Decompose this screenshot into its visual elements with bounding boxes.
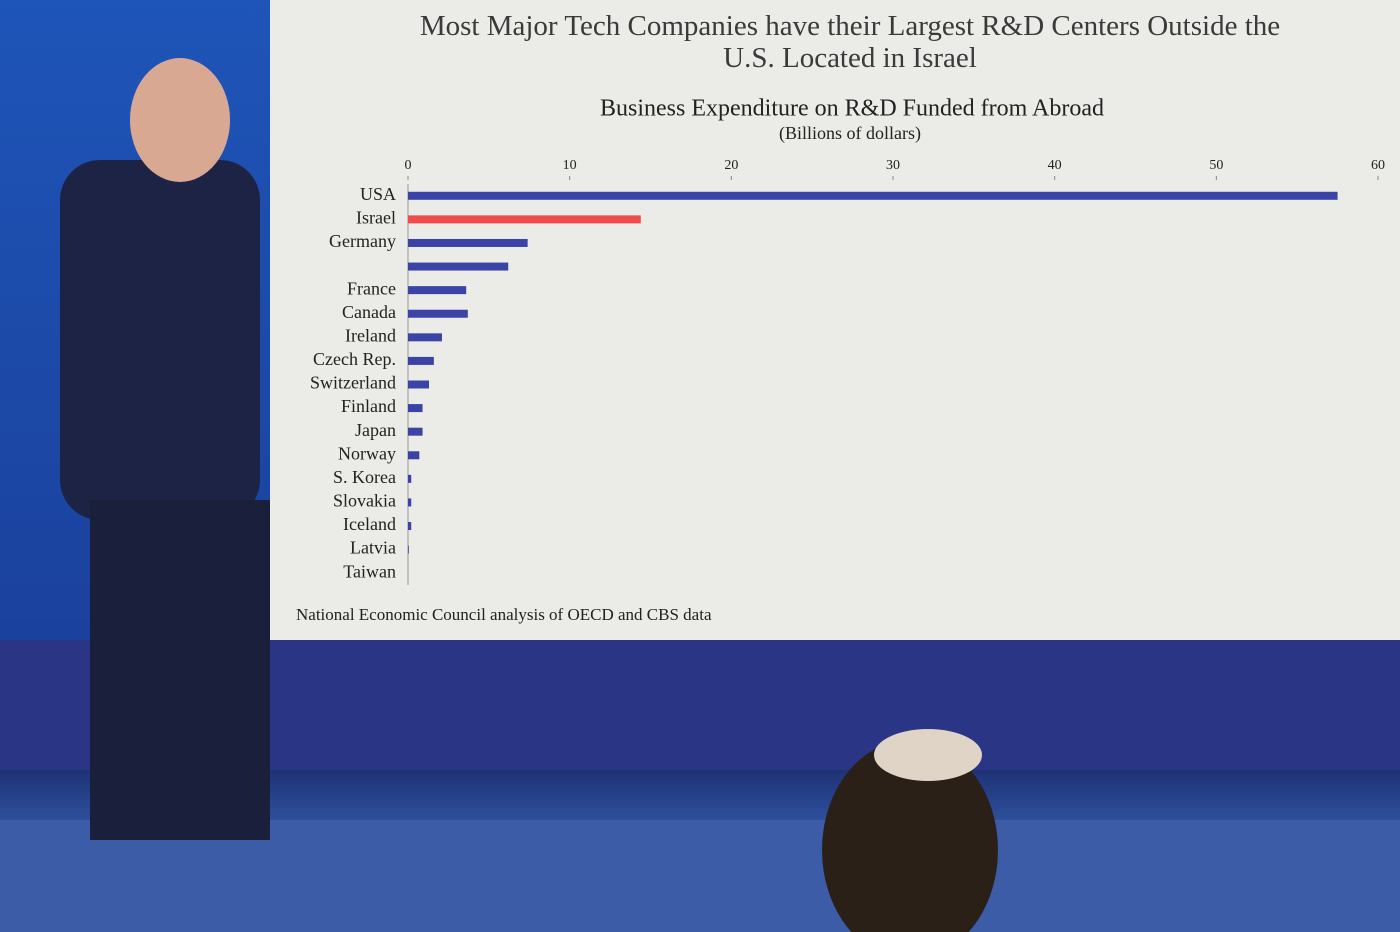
x-tick-label: 10 (563, 158, 577, 173)
screen (270, 0, 1400, 640)
y-tick-label: Latvia (350, 538, 396, 558)
x-tick-label: 50 (1209, 158, 1223, 173)
y-tick-label: Czech Rep. (313, 349, 396, 369)
bar (408, 215, 641, 224)
bar (408, 380, 430, 389)
bar (408, 262, 509, 271)
bar (408, 474, 412, 483)
chart-title: Most Major Tech Companies have their Lar… (419, 10, 1281, 74)
audience-head (822, 740, 998, 932)
y-tick-label: Germany (329, 231, 396, 251)
chart-subtitle: Business Expenditure on R&D Funded from … (600, 96, 1104, 122)
y-tick-label: France (347, 278, 396, 298)
source-note: National Economic Council analysis of OE… (296, 605, 712, 624)
bar (408, 404, 423, 413)
bar (408, 522, 412, 531)
y-tick-label: Canada (342, 302, 396, 322)
bar (408, 333, 442, 342)
x-tick-label: 60 (1371, 158, 1385, 173)
plot: 0 10 20 30 40 50 60 USA Israel Germany France Canad… (310, 158, 1385, 585)
y-tick-label: S. Korea (333, 467, 396, 487)
bar (408, 238, 528, 247)
presenter-legs (90, 500, 270, 840)
presenter-head (130, 58, 230, 182)
y-tick-label: Norway (338, 443, 396, 463)
y-tick-label: Iceland (343, 514, 396, 534)
y-tick-label: Taiwan (343, 561, 396, 581)
presenter-body (60, 160, 260, 520)
bar (408, 191, 1338, 200)
x-tick-label: 0 (405, 158, 412, 173)
bar (408, 356, 434, 365)
y-tick-label: Slovakia (333, 491, 396, 511)
y-tick-label: Israel (356, 208, 396, 228)
x-tick-label: 30 (886, 158, 900, 173)
bar (408, 286, 467, 295)
bar (408, 498, 412, 507)
y-tick-label: Finland (341, 396, 396, 416)
x-tick-label: 40 (1048, 158, 1062, 173)
y-tick-label: USA (360, 184, 396, 204)
bar (408, 451, 420, 460)
y-tick-label: Japan (355, 420, 396, 440)
y-tick-label: Switzerland (310, 373, 396, 393)
x-tick-label: 20 (724, 158, 738, 173)
bar (408, 309, 468, 318)
unit-label: (Billions of dollars) (779, 123, 921, 144)
bar (408, 545, 409, 554)
kippah (874, 729, 982, 781)
y-tick-label: Ireland (345, 325, 396, 345)
bar (408, 427, 423, 436)
